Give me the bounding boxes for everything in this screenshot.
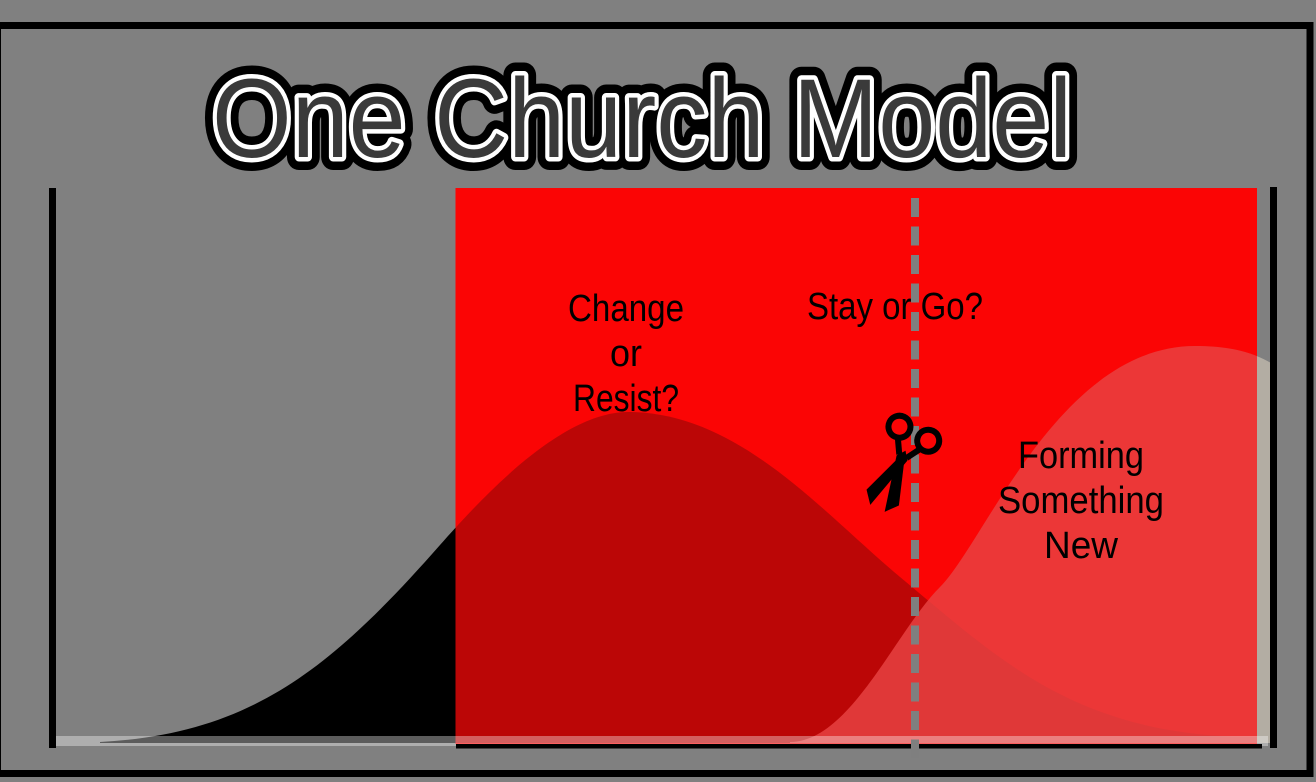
y-axis-line xyxy=(49,188,56,748)
bell-curve-2-over-red xyxy=(790,346,1257,743)
x-axis-baseline-strip xyxy=(53,736,1268,746)
label-change-line1: Change xyxy=(568,288,684,330)
label-forming-something-new: Forming Something New xyxy=(998,435,1164,567)
label-change-or-resist: Change or Resist? xyxy=(568,288,684,420)
outer-border xyxy=(0,22,1314,777)
chart-bottom-line xyxy=(456,744,1262,749)
right-boundary-line xyxy=(1270,187,1277,748)
label-forming-line1: Forming xyxy=(1018,435,1144,477)
bell-curve-1-over-red xyxy=(455,412,1257,743)
label-forming-line3: New xyxy=(1044,525,1119,567)
page-title: One Church Model xyxy=(212,56,1072,181)
label-forming-line2: Something xyxy=(998,480,1164,522)
label-stay-or-go: Stay or Go? xyxy=(807,286,983,328)
label-change-line3: Resist? xyxy=(573,378,679,420)
scissors-icon xyxy=(866,412,943,512)
page-title-outline: One Church Model xyxy=(212,56,1072,181)
label-change-line2: or xyxy=(610,333,642,375)
